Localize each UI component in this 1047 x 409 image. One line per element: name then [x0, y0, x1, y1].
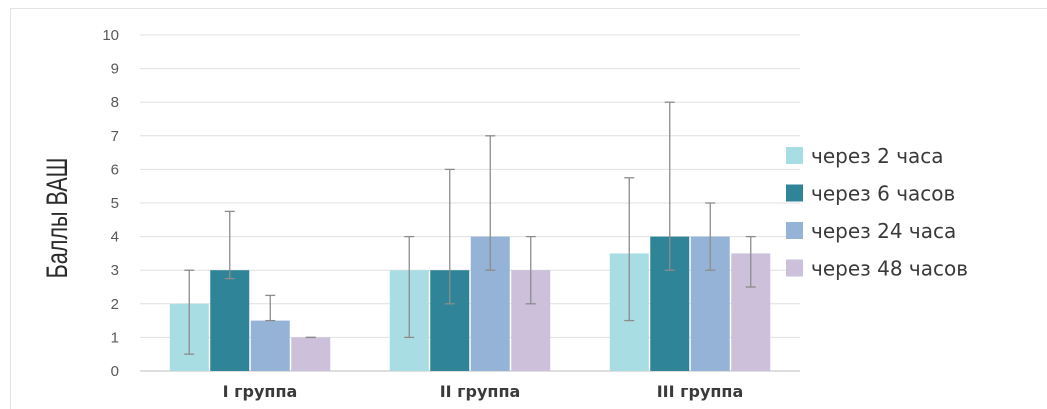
error-bar-3-2	[664, 101, 675, 271]
error-bar-3-3	[705, 202, 716, 271]
grid-layer	[140, 34, 800, 372]
error-bar-2-2	[444, 168, 455, 305]
legend-label: через 48 часов	[811, 257, 968, 281]
error-bars	[184, 101, 756, 355]
legend-label: через 2 часа	[811, 144, 944, 168]
bars	[169, 236, 771, 371]
legend-swatch	[786, 222, 803, 239]
y-tick-label-1: 1	[111, 329, 119, 346]
y-axis-label: Баллы ВАШ	[39, 158, 73, 279]
error-bar-1-2	[224, 210, 235, 280]
legend-item-1: через 2 часа	[786, 144, 944, 168]
error-bar-3-4	[745, 235, 756, 288]
y-tick-label-7: 7	[111, 128, 119, 145]
legend-label: через 6 часов	[811, 182, 955, 206]
bar-1-4	[291, 337, 331, 371]
legend-item-4: через 48 часов	[786, 257, 968, 281]
legend-item-2: через 6 часов	[786, 182, 955, 206]
y-tick-label-9: 9	[111, 61, 119, 78]
error-bar-3-1	[624, 177, 635, 322]
category-label-3: III группа	[657, 382, 744, 401]
legend-item-3: через 24 часа	[786, 219, 956, 243]
error-bar-2-1	[404, 235, 415, 339]
category-labels: I группа II группа III группа	[223, 382, 744, 401]
y-tick-label-6: 6	[111, 161, 119, 178]
error-bar-2-4	[525, 235, 536, 305]
chart-frame	[10, 8, 1047, 409]
legend: через 2 часа через 6 часов через 24 часа че…	[786, 144, 968, 281]
legend-label: через 24 часа	[811, 219, 956, 243]
bar-1-3	[250, 320, 290, 371]
y-tick-label-0: 0	[111, 363, 119, 380]
y-tick-label-5: 5	[111, 195, 119, 212]
category-label-2: II группа	[440, 382, 521, 401]
category-label-1: I группа	[223, 382, 298, 401]
legend-swatch	[786, 147, 803, 164]
error-bar-2-3	[485, 135, 496, 271]
error-bar-1-1	[184, 269, 195, 355]
legend-swatch	[786, 259, 803, 277]
y-tick-label-10: 10	[102, 27, 119, 44]
bar-1-2	[210, 270, 250, 371]
y-tick-label-3: 3	[111, 262, 119, 279]
y-tick-labels: 0 1 2 3 4 5 6 7 8 9 10	[102, 27, 119, 380]
y-tick-label-2: 2	[111, 296, 119, 313]
error-bar-1-3	[265, 294, 276, 322]
legend-swatch	[786, 184, 803, 202]
y-tick-label-4: 4	[111, 229, 119, 246]
y-tick-label-8: 8	[111, 94, 119, 111]
